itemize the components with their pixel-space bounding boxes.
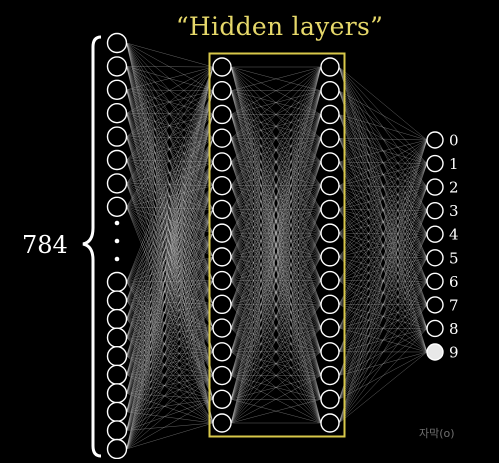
neuron [427, 179, 443, 195]
input-count-label: 784 [22, 231, 68, 259]
connection-line [339, 281, 427, 423]
neuron [108, 291, 127, 310]
connection-lines [127, 43, 428, 449]
neuron [321, 105, 339, 123]
neuron [108, 127, 127, 146]
edges-input-to-hidden1 [127, 43, 214, 449]
neuron [108, 310, 127, 329]
output-digit-label: 4 [449, 226, 459, 244]
neuron [321, 390, 339, 408]
neuron [427, 203, 443, 219]
neuron [213, 129, 231, 147]
connection-line [127, 91, 214, 449]
ellipsis-dot [115, 257, 120, 262]
edges-hidden1-to-hidden2 [231, 67, 321, 423]
neuron [213, 177, 231, 195]
neuron [321, 319, 339, 337]
connection-line [127, 67, 214, 449]
output-digit-label: 9 [449, 344, 459, 362]
input-layer [108, 34, 127, 459]
neuron [108, 174, 127, 193]
output-digit-label: 7 [449, 296, 459, 314]
neuron [427, 250, 443, 266]
neuron [108, 273, 127, 292]
neuron [108, 421, 127, 440]
neuron [321, 367, 339, 385]
neuron [213, 153, 231, 171]
neuron [427, 320, 443, 336]
neuron [108, 365, 127, 384]
neuron [213, 295, 231, 313]
neuron [321, 248, 339, 266]
neuron [213, 390, 231, 408]
connection-line [339, 234, 427, 423]
neuron [108, 197, 127, 216]
neuron [321, 82, 339, 100]
neuron [427, 132, 443, 148]
neuron [321, 224, 339, 242]
neuron [108, 80, 127, 99]
neuron [213, 272, 231, 290]
output-digit-labels: 0 1 2 3 4 5 6 7 8 9 [449, 132, 459, 362]
neuron [213, 248, 231, 266]
output-digit-label: 5 [449, 249, 459, 267]
output-digit-label: 2 [449, 179, 459, 197]
neuron [427, 344, 443, 360]
neuron [213, 224, 231, 242]
neuron [108, 440, 127, 459]
neuron [427, 156, 443, 172]
neuron [427, 273, 443, 289]
neuron [108, 328, 127, 347]
output-digit-label: 1 [449, 155, 459, 173]
output-digit-label: 3 [449, 202, 459, 220]
connection-line [339, 328, 427, 423]
neuron [321, 58, 339, 76]
output-digit-label: 0 [449, 132, 459, 150]
hidden-layer-2 [321, 58, 339, 432]
hidden-layers-title: “Hidden layers” [0, 12, 499, 41]
neuron [213, 58, 231, 76]
neuron [213, 367, 231, 385]
neuron [321, 153, 339, 171]
neuron [213, 82, 231, 100]
ellipsis-dots [115, 221, 120, 262]
neuron [108, 151, 127, 170]
subtitle-watermark: 자막(o) [419, 425, 455, 441]
output-layer [427, 132, 443, 360]
neuron [108, 57, 127, 76]
neuron [321, 414, 339, 432]
neuron [321, 177, 339, 195]
connection-line [127, 43, 214, 67]
neuron [108, 402, 127, 421]
neuron [321, 200, 339, 218]
neuron [321, 272, 339, 290]
neuron [427, 226, 443, 242]
edges-hidden2-to-output [339, 67, 427, 423]
neuron [213, 319, 231, 337]
neuron [213, 414, 231, 432]
input-brace [83, 37, 101, 456]
connection-line [127, 423, 214, 449]
ellipsis-dot [115, 221, 120, 226]
hidden-layer-1 [213, 58, 231, 432]
neuron [213, 105, 231, 123]
neuron [108, 384, 127, 403]
neuron [213, 343, 231, 361]
neuron [213, 200, 231, 218]
output-digit-label: 6 [449, 273, 459, 291]
ellipsis-dot [115, 239, 120, 244]
output-digit-label: 8 [449, 320, 459, 338]
neuron [321, 295, 339, 313]
neuron [321, 129, 339, 147]
neuron [321, 343, 339, 361]
neuron [427, 297, 443, 313]
neuron [108, 347, 127, 366]
neuron [108, 104, 127, 123]
